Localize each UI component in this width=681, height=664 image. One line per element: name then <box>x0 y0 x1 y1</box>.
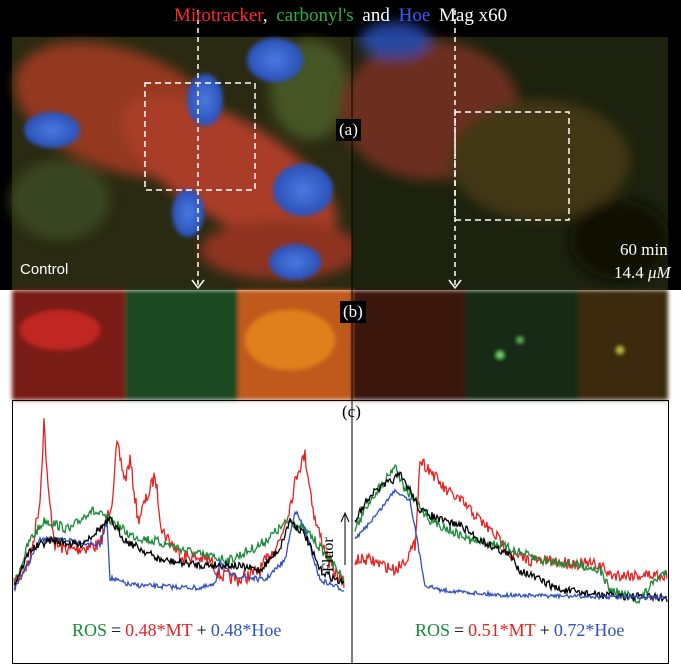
title-part: and <box>362 5 389 26</box>
title-part: Mitotracker <box>174 5 263 26</box>
equation: ROS=0.48*MT+0.48*Hoe <box>72 620 285 641</box>
profile-trace <box>355 490 667 600</box>
axis-label: Fluor <box>320 537 338 572</box>
title-part: Mag x60 <box>439 5 507 26</box>
intensity-profiles <box>14 418 667 603</box>
equation: ROS=0.51*MT+0.72*Hoe <box>415 620 628 641</box>
title-part: , <box>263 5 268 26</box>
eq-lhs: ROS <box>72 620 107 640</box>
title-part: Hoe <box>399 5 431 26</box>
image-label: Control <box>20 261 68 278</box>
left-image <box>0 10 360 290</box>
figure-graphics <box>0 0 681 664</box>
image-label: 14.4 μM <box>614 263 671 283</box>
eq-sign: + <box>540 620 550 640</box>
dose-value: 14.4 <box>614 263 644 282</box>
title-part: carbonyl's <box>276 5 353 26</box>
profile-trace <box>355 465 667 603</box>
dose-unit: μM <box>648 263 671 282</box>
eq-term: 0.51*MT <box>468 620 536 640</box>
eq-term: 0.48*Hoe <box>211 620 282 640</box>
eq-sign: = <box>111 620 121 640</box>
figure: Mitotracker, carbonyl's and Hoe Mag x60 … <box>0 0 681 664</box>
panel-label: (c) <box>342 402 361 422</box>
eq-lhs: ROS <box>415 620 450 640</box>
figure-title: Mitotracker, carbonyl's and Hoe Mag x60 <box>0 5 681 27</box>
panel-label: (a) <box>336 119 361 141</box>
image-label: 60 min <box>620 240 668 260</box>
profile-trace <box>355 472 667 602</box>
eq-sign: = <box>454 620 464 640</box>
eq-term: 0.72*Hoe <box>554 620 625 640</box>
eq-sign: + <box>197 620 207 640</box>
panel-label: (b) <box>340 301 366 323</box>
eq-term: 0.48*MT <box>125 620 193 640</box>
